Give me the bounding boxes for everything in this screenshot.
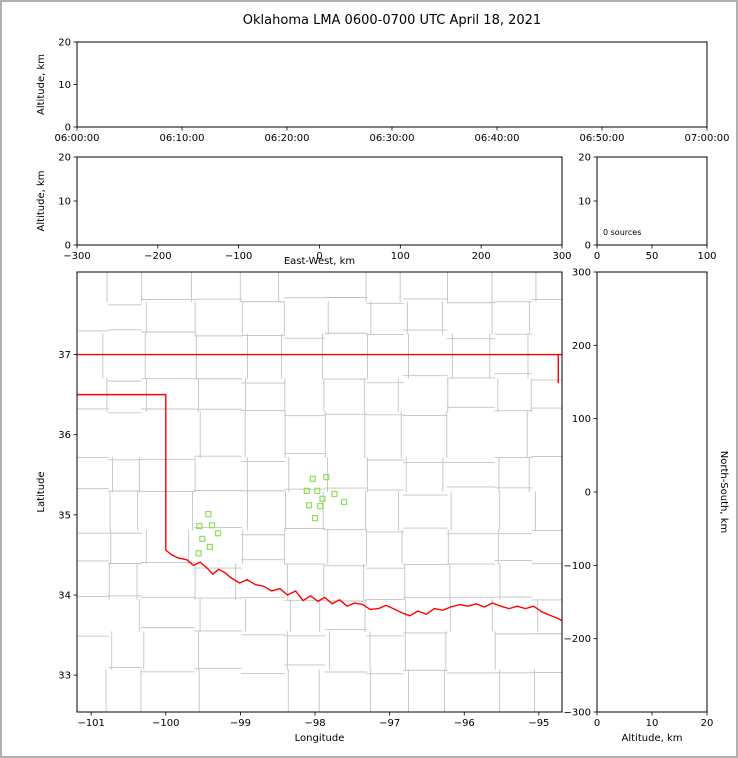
source-count-annotation: 0 sources — [603, 228, 641, 237]
y-tick-label: 20 — [58, 38, 71, 49]
y-tick-label: 300 — [572, 268, 591, 279]
map-line — [77, 393, 167, 551]
x-tick-label: −100 — [225, 251, 252, 262]
x-tick-label: 300 — [552, 251, 571, 262]
x-axis-label: Longitude — [295, 733, 345, 744]
y-tick-label: 200 — [572, 341, 591, 352]
x-tick-label: −99 — [230, 718, 251, 729]
panel-frame — [596, 271, 708, 713]
x-tick-label: 07:00:00 — [685, 133, 730, 144]
x-tick-label: 0 — [594, 251, 600, 262]
panel-time-height: 06:00:00 06:10:00 06:20:00 06:30:00 06:40:00… — [36, 38, 729, 145]
x-tick-label: 06:10:00 — [160, 133, 205, 144]
station-marker — [206, 543, 213, 550]
y-tick-label: −100 — [564, 561, 591, 572]
y-tick-label: 33 — [58, 671, 71, 682]
panel-frame — [76, 156, 563, 246]
station-marker — [309, 475, 316, 482]
station-marker — [311, 514, 319, 522]
map-line — [165, 549, 562, 622]
y-axis-label-right: North-South, km — [718, 451, 729, 534]
y-tick-label: 20 — [58, 153, 71, 164]
panel-ns-height: 0 10 20 300 200 100 0 −100 −200 −300 Altitude, km N… — [564, 268, 729, 745]
y-tick-label: 10 — [58, 80, 71, 91]
station-marker — [205, 510, 212, 518]
x-tick-label: 06:20:00 — [265, 133, 310, 144]
panel-ew-height: −300 −200 −100 0 100 200 300 0 10 20 East-West, km… — [36, 153, 572, 268]
lma-stations — [195, 474, 348, 557]
y-tick-label: 100 — [572, 414, 591, 425]
y-tick-label: 36 — [58, 430, 71, 441]
x-tick-label: −97 — [379, 718, 400, 729]
x-tick-label: 06:50:00 — [580, 133, 625, 144]
station-marker — [196, 522, 203, 530]
y-tick-label: 0 — [585, 241, 591, 252]
x-tick-label: 06:00:00 — [55, 133, 100, 144]
station-marker — [195, 550, 202, 557]
y-tick-label: 37 — [58, 350, 71, 361]
station-marker — [341, 498, 348, 506]
station-marker — [319, 495, 326, 502]
y-axis-label: Altitude, km — [36, 171, 47, 232]
station-marker — [199, 535, 206, 542]
y-tick-label: 0 — [65, 123, 71, 134]
figure-title: Oklahoma LMA 0600-0700 UTC April 18, 202… — [242, 13, 542, 28]
state-border — [77, 353, 562, 622]
x-tick-label: 50 — [646, 251, 659, 262]
station-marker — [214, 530, 222, 537]
x-axis-label: East-West, km — [284, 256, 355, 267]
station-marker — [323, 474, 330, 481]
x-tick-label: −95 — [528, 718, 549, 729]
x-tick-label: 200 — [472, 251, 491, 262]
x-tick-label: 06:30:00 — [370, 133, 415, 144]
panel-alt-histogram: 0 50 100 0 10 20 0 sources — [578, 153, 716, 263]
y-tick-label: 0 — [585, 488, 591, 499]
y-tick-label: 0 — [65, 241, 71, 252]
x-tick-label: 0 — [316, 251, 322, 262]
x-tick-label: −200 — [144, 251, 171, 262]
y-tick-label: 34 — [58, 590, 71, 601]
x-tick-label: 06:40:00 — [475, 133, 520, 144]
x-tick-label: 10 — [646, 718, 659, 729]
x-tick-label: −96 — [454, 718, 475, 729]
station-marker — [208, 522, 216, 529]
station-marker — [305, 502, 313, 509]
y-tick-label: −200 — [564, 634, 591, 645]
y-tick-label: 10 — [58, 197, 71, 208]
x-tick-label: 100 — [697, 251, 716, 262]
y-axis-label: Latitude — [36, 471, 47, 512]
x-tick-label: −98 — [304, 718, 325, 729]
x-tick-label: −101 — [77, 718, 104, 729]
y-tick-label: 20 — [578, 153, 591, 164]
y-tick-label: 10 — [578, 197, 591, 208]
station-marker — [303, 487, 310, 494]
panel-frame — [76, 41, 708, 128]
x-axis-label: Altitude, km — [622, 733, 683, 744]
y-tick-label: −300 — [564, 708, 591, 719]
station-marker — [314, 487, 321, 494]
x-tick-label: 0 — [594, 718, 600, 729]
y-axis-label: Altitude, km — [36, 54, 47, 115]
x-tick-label: −100 — [152, 718, 179, 729]
x-tick-label: 20 — [701, 718, 714, 729]
y-tick-label: 35 — [58, 510, 71, 521]
x-tick-label: 100 — [391, 251, 410, 262]
station-marker — [331, 490, 338, 498]
map-content — [77, 272, 562, 712]
x-tick-label: −300 — [63, 251, 90, 262]
station-marker — [317, 502, 324, 510]
panel-frame — [76, 271, 563, 713]
panel-plan-view: −101 −100 −99 −98 −97 −96 −95 33 34 35 36 37 Longitu… — [36, 271, 563, 744]
